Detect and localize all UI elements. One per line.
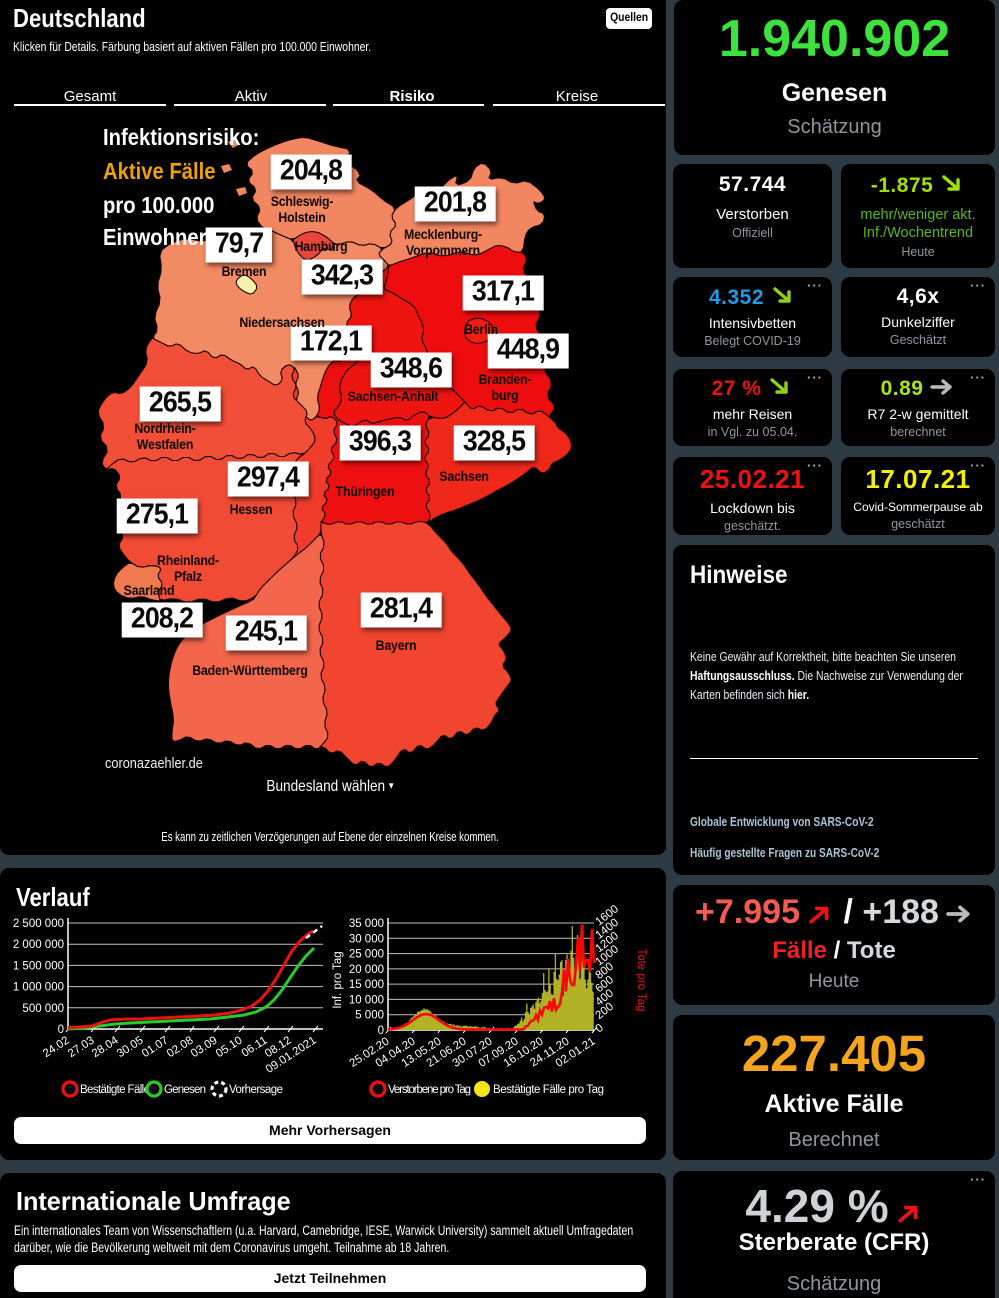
svg-text:0: 0 xyxy=(58,1024,64,1036)
svg-text:2 500 000: 2 500 000 xyxy=(13,918,64,930)
svg-text:Genesen: Genesen xyxy=(164,1084,206,1096)
svg-text:2 000 000: 2 000 000 xyxy=(13,939,64,951)
svg-text:Tote pro Tag: Tote pro Tag xyxy=(635,948,647,1011)
svg-text:10 000: 10 000 xyxy=(349,994,384,1006)
svg-text:1 000 000: 1 000 000 xyxy=(13,982,64,994)
svg-text:25 000: 25 000 xyxy=(349,949,384,961)
svg-text:Bestätigte Fälle: Bestätigte Fälle xyxy=(80,1084,150,1096)
svg-text:06.11: 06.11 xyxy=(240,1034,270,1059)
svg-text:15 000: 15 000 xyxy=(349,979,384,991)
svg-text:5 000: 5 000 xyxy=(355,1010,384,1022)
svg-text:0: 0 xyxy=(593,1022,605,1035)
svg-text:20 000: 20 000 xyxy=(349,964,384,976)
svg-text:500 000: 500 000 xyxy=(22,1003,64,1015)
svg-text:0: 0 xyxy=(378,1025,384,1037)
svg-text:01.07: 01.07 xyxy=(140,1034,171,1060)
svg-text:1 500 000: 1 500 000 xyxy=(13,960,64,972)
svg-text:28.04: 28.04 xyxy=(90,1034,121,1060)
svg-text:Bestätigte Fälle pro Tag: Bestätigte Fälle pro Tag xyxy=(493,1084,604,1096)
svg-text:24.02: 24.02 xyxy=(41,1034,72,1060)
svg-text:03.09: 03.09 xyxy=(189,1034,220,1060)
svg-text:Inf. pro Tag: Inf. pro Tag xyxy=(332,951,344,1008)
svg-text:05.10: 05.10 xyxy=(214,1034,245,1060)
svg-text:30.05: 30.05 xyxy=(115,1034,146,1060)
svg-text:02.08: 02.08 xyxy=(165,1034,196,1060)
svg-text:35 000: 35 000 xyxy=(349,918,384,930)
svg-text:27.03: 27.03 xyxy=(66,1034,97,1060)
svg-text:Verstorbene pro Tag: Verstorbene pro Tag xyxy=(388,1084,471,1096)
svg-text:Vorhersage: Vorhersage xyxy=(229,1084,283,1096)
svg-text:30 000: 30 000 xyxy=(349,933,384,945)
